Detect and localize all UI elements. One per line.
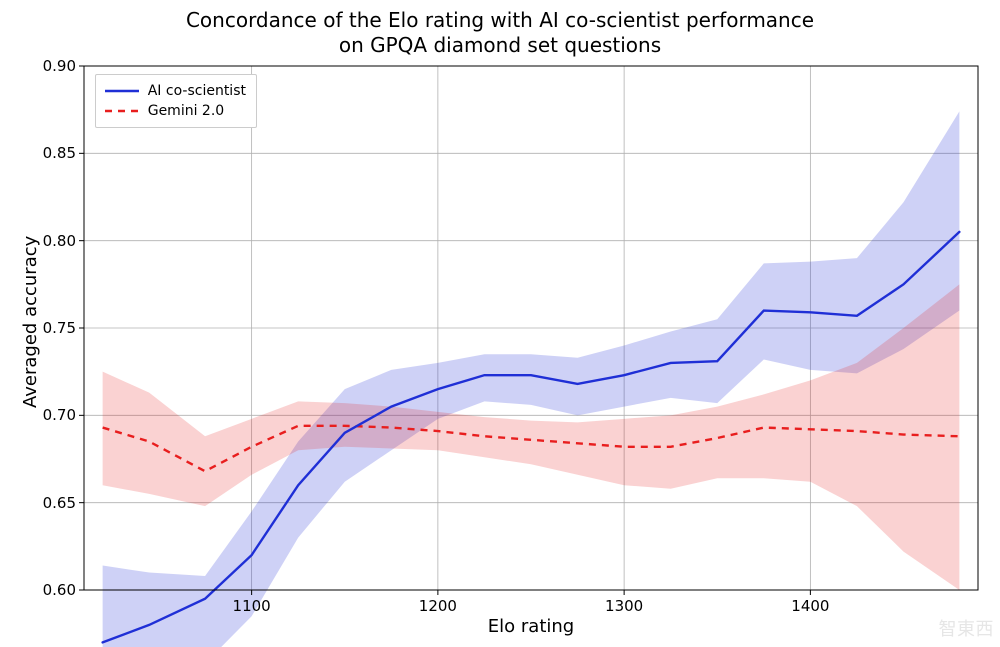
chart-title-line2: on GPQA diamond set questions xyxy=(0,33,1000,58)
legend-item-ai: AI co-scientist xyxy=(104,81,246,101)
legend: AI co-scientist Gemini 2.0 xyxy=(95,74,257,128)
plot-svg xyxy=(84,66,978,590)
legend-swatch-gemini xyxy=(104,104,140,118)
xtick-label: 1400 xyxy=(785,597,835,615)
legend-label-gemini: Gemini 2.0 xyxy=(148,103,224,119)
legend-item-gemini: Gemini 2.0 xyxy=(104,101,246,121)
chart-title-line1: Concordance of the Elo rating with AI co… xyxy=(0,8,1000,33)
ytick-label: 0.65 xyxy=(36,494,76,512)
ytick-label: 0.70 xyxy=(36,406,76,424)
figure: Concordance of the Elo rating with AI co… xyxy=(0,0,1000,647)
chart-title: Concordance of the Elo rating with AI co… xyxy=(0,8,1000,58)
ytick-label: 0.85 xyxy=(36,144,76,162)
xtick-label: 1300 xyxy=(599,597,649,615)
ytick-label: 0.60 xyxy=(36,581,76,599)
xtick-label: 1200 xyxy=(413,597,463,615)
legend-label-ai: AI co-scientist xyxy=(148,83,246,99)
xtick-label: 1100 xyxy=(227,597,277,615)
ytick-label: 0.80 xyxy=(36,232,76,250)
legend-swatch-ai xyxy=(104,84,140,98)
ytick-label: 0.75 xyxy=(36,319,76,337)
ytick-label: 0.90 xyxy=(36,57,76,75)
plot-area xyxy=(84,66,978,590)
